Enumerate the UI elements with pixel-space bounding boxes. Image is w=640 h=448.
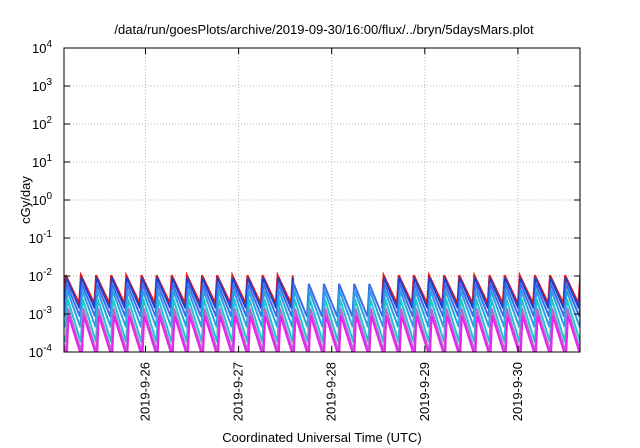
x-axis: 2019-9-26 2019-9-27 2019-9-28 2019-9-29 2019…: [137, 48, 525, 421]
grid: [64, 48, 580, 352]
x-tick-label: 2019-9-27: [231, 362, 246, 421]
series-group: [64, 271, 580, 352]
series-line-4: [64, 289, 580, 328]
y-tick-label: 10-1: [29, 229, 53, 246]
x-tick-label: 2019-9-28: [324, 362, 339, 421]
y-tick-label: 10-2: [29, 267, 53, 284]
x-tick-label: 2019-9-29: [417, 362, 432, 421]
x-axis-label: Coordinated Universal Time (UTC): [222, 430, 421, 445]
y-tick-label: 101: [32, 153, 52, 170]
y-tick-label: 100: [32, 191, 52, 208]
y-tick-label: 10-4: [29, 343, 53, 360]
y-axis-label: cGy/day: [18, 176, 33, 224]
y-tick-label: 103: [32, 77, 52, 94]
y-axis: 10-4 10-3 10-2 10-1 100 101 102 103 104: [29, 39, 580, 360]
chart-title: /data/run/goesPlots/archive/2019-09-30/1…: [114, 22, 534, 37]
x-tick-label: 2019-9-26: [137, 362, 152, 421]
y-tick-label: 10-3: [29, 305, 53, 322]
y-tick-label: 104: [32, 39, 52, 56]
x-tick-label: 2019-9-30: [510, 362, 525, 421]
y-tick-label: 102: [32, 115, 52, 132]
